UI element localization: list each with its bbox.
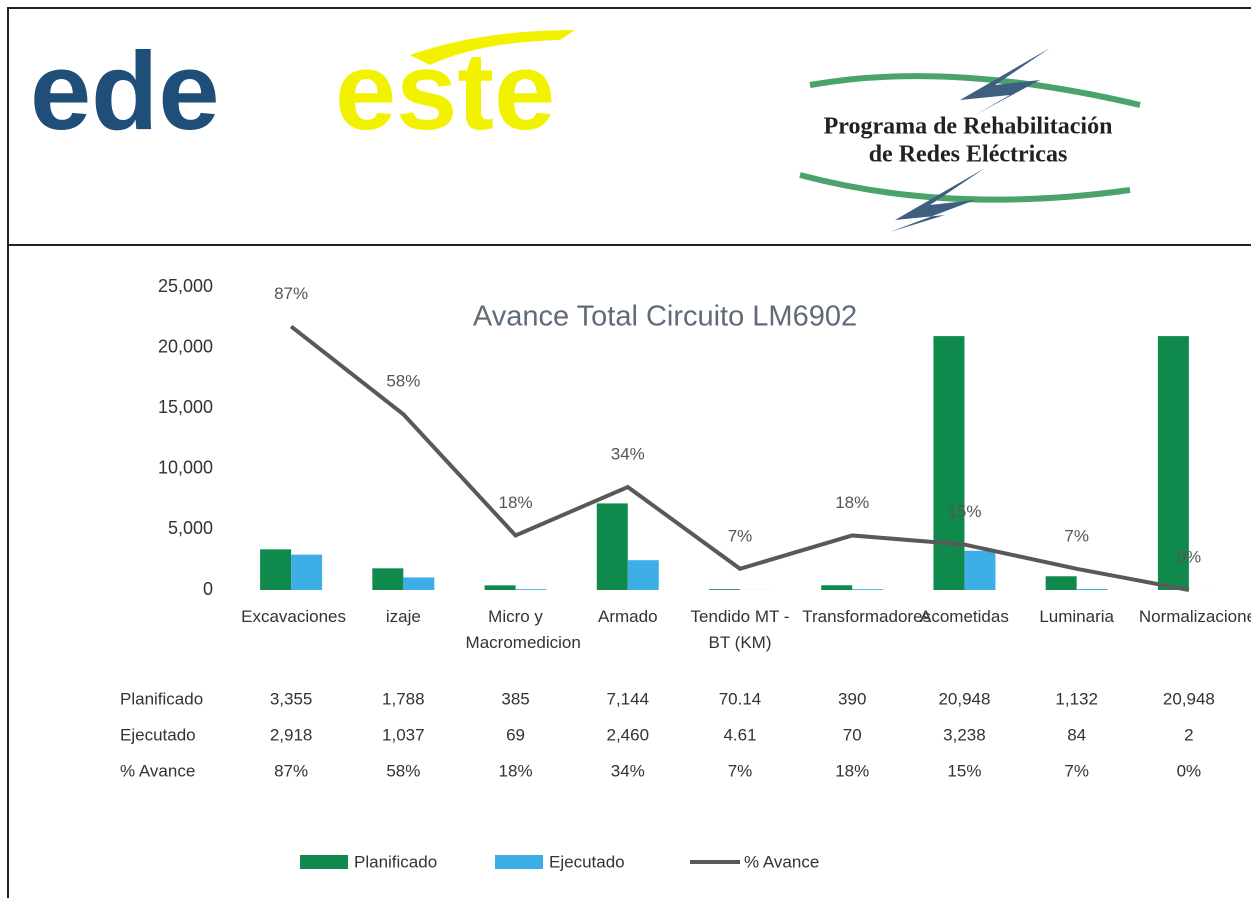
legend-swatch [300,855,348,869]
bar [821,585,853,590]
table-cell: 20,948 [938,689,990,708]
table-cell: 4.61 [723,725,756,744]
data-label: 0% [1177,547,1202,566]
table-cell: 84 [1067,725,1086,744]
bar [260,549,292,590]
table-cell: 0% [1177,761,1202,780]
bar [933,336,965,590]
x-tick-label: Normalizaciones [1138,607,1251,626]
bar [484,585,516,590]
bar [1076,588,1108,590]
bar [403,577,435,590]
bar [515,589,547,590]
header-frame [7,7,1251,246]
table-cell: 3,238 [943,725,986,744]
data-label: 7% [1064,526,1089,545]
table-cell: 1,788 [382,689,425,708]
arc [799,172,1131,203]
bar [1157,336,1189,590]
x-tick-label: Armado [598,607,658,626]
bar [852,589,884,590]
bar [291,554,323,590]
table-row-label: Ejecutado [120,725,196,744]
bar [372,568,404,590]
data-label: 18% [835,493,869,512]
table-cell: 87% [274,761,308,780]
data-label: 87% [274,284,308,303]
table-cell: 58% [386,761,420,780]
bar [1045,576,1077,590]
legend-label: Ejecutado [549,852,625,871]
x-tick-label: Tendido MT - BT (KM) [690,607,790,652]
arc [809,73,1141,108]
table-cell: 15% [947,761,981,780]
table-cell: 7,144 [607,689,650,708]
x-tick-label: Luminaria [1039,607,1114,626]
table-cell: 70.14 [719,689,762,708]
data-label: 18% [499,493,533,512]
bar [596,503,628,590]
table-cell: 390 [838,689,866,708]
y-tick-label: 0 [203,579,213,599]
data-label: 15% [947,502,981,521]
data-label: 7% [728,526,753,545]
table-cell: 3,355 [270,689,313,708]
table-row-label: % Avance [120,761,195,780]
y-tick-label: 25,000 [158,276,213,296]
x-tick-label: izaje [385,607,421,626]
bolt [890,168,985,232]
x-tick-label: Acometidas [920,607,1009,626]
line [289,324,1190,592]
chart-title: Avance Total Circuito LM6902 [473,301,857,333]
table-cell: 69 [506,725,525,744]
table-cell: 7% [1064,761,1089,780]
table-cell: 70 [843,725,862,744]
x-tick-label: Micro y Macromedicion [465,607,581,652]
table-cell: 385 [501,689,529,708]
bar [627,560,659,590]
y-tick-label: 15,000 [158,397,213,417]
bolt [960,48,1050,115]
data-label: 34% [611,444,645,463]
table-cell: 18% [499,761,533,780]
y-tick-label: 5,000 [168,518,213,538]
brand-left: ede [30,30,220,153]
table-cell: 7% [728,761,753,780]
swoosh [410,30,575,65]
x-tick-label: Transformadores [802,607,932,626]
legend-label: % Avance [744,852,819,871]
table-cell: 1,037 [382,725,425,744]
bar [964,550,996,590]
x-tick-label: Excavaciones [241,607,346,626]
legend-label: Planificado [354,852,437,871]
table-row-label: Planificado [120,689,203,708]
program-line: de Redes Eléctricas [869,142,1068,168]
program-line: Programa de Rehabilitación [824,114,1113,140]
table-cell: 18% [835,761,869,780]
y-tick-label: 20,000 [158,336,213,356]
brand-right: este [335,30,555,153]
table-cell: 1,132 [1055,689,1098,708]
table-cell: 2,460 [607,725,650,744]
table-cell: 34% [611,761,645,780]
y-tick-label: 10,000 [158,458,213,478]
table-cell: 2 [1184,725,1193,744]
table-cell: 20,948 [1163,689,1215,708]
bar [709,589,740,590]
legend-swatch [495,855,543,869]
data-label: 58% [386,372,420,391]
table-cell: 2,918 [270,725,313,744]
